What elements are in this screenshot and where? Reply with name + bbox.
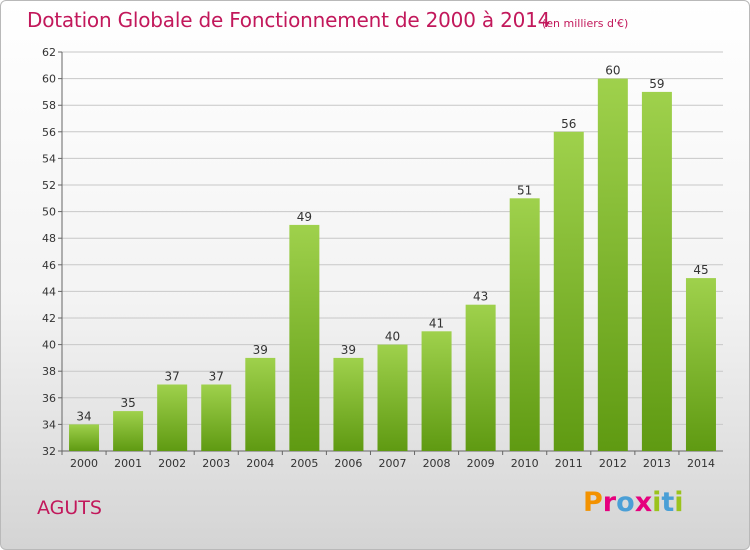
bar [553,131,584,452]
bars [69,78,716,452]
logo-letter: o [616,487,635,518]
x-tick-label: 2000 [70,457,98,470]
bar [69,424,100,451]
data-label: 40 [385,330,400,344]
data-label: 45 [693,263,708,277]
y-tick-label: 38 [42,365,56,378]
bar [289,224,320,451]
logo-letter: r [602,487,617,518]
y-tick-label: 44 [42,285,56,298]
chart-title: Dotation Globale de Fonctionnement de 20… [27,8,551,32]
data-label: 49 [297,210,312,224]
data-label: 41 [429,316,444,330]
data-label: 34 [76,409,91,423]
y-tick-label: 48 [42,232,56,245]
bar [157,384,188,451]
data-label: 39 [341,343,356,357]
data-label: 56 [561,117,576,131]
logo-letter: i [652,487,662,518]
y-tick-label: 62 [42,46,56,59]
x-tick-label: 2012 [599,457,627,470]
bar [333,357,364,451]
x-tick-label: 2009 [467,457,495,470]
bar [685,278,716,451]
bar [113,411,144,451]
logo-letter: x [634,487,653,518]
data-label: 35 [120,396,135,410]
logo-letter: P [583,487,603,518]
data-label: 51 [517,183,532,197]
logo-letter: i [674,487,684,518]
chart-unit: (en milliers d'€) [542,17,629,30]
logo-letter: t [661,487,675,518]
bar [465,304,496,451]
y-tick-label: 58 [42,99,56,112]
y-tick-label: 34 [42,418,56,431]
data-label: 59 [649,77,664,91]
x-tick-label: 2003 [202,457,230,470]
data-labels: 34 35 37 37 39 49 39 40 41 43 51 56 60 59 45 [76,64,708,424]
bar [245,357,276,451]
y-tick-label: 54 [42,152,56,165]
x-tick-label: 2010 [511,457,539,470]
y-tick-label: 40 [42,339,56,352]
x-tick-label: 2001 [114,457,142,470]
data-label: 37 [165,370,180,384]
x-tick-label: 2011 [555,457,583,470]
y-tick-label: 52 [42,179,56,192]
data-label: 37 [209,370,224,384]
bar [509,198,540,451]
x-tick-label: 2002 [158,457,186,470]
bar [377,344,408,451]
x-tick-label: 2014 [687,457,715,470]
proxiti-logo[interactable]: Proxiti [583,487,684,518]
commune-name: AGUTS [37,497,102,519]
bar [421,331,452,451]
data-label: 39 [253,343,268,357]
bar [201,384,232,451]
bar [641,91,672,452]
data-label: 60 [605,64,620,78]
bar [597,78,628,451]
x-tick-label: 2006 [334,457,362,470]
y-tick-label: 42 [42,312,56,325]
x-tick-label: 2004 [246,457,274,470]
y-tick-label: 60 [42,73,56,86]
x-tick-label: 2005 [290,457,318,470]
data-label: 43 [473,290,488,304]
y-tick-label: 46 [42,259,56,272]
y-tick-label: 50 [42,206,56,219]
x-tick-label: 2007 [379,457,407,470]
y-tick-label: 36 [42,392,56,405]
y-tick-label: 32 [42,445,56,458]
x-tick-label: 2013 [643,457,671,470]
y-tick-label: 56 [42,126,56,139]
x-tick-label: 2008 [423,457,451,470]
